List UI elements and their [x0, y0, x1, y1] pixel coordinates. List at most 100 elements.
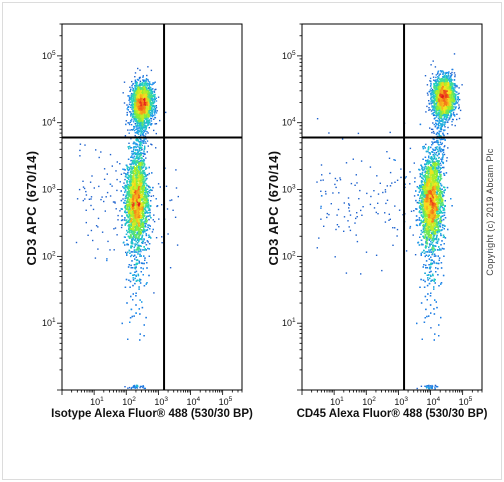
event-dot	[145, 195, 147, 197]
event-dot	[155, 106, 158, 109]
event-dot	[137, 96, 139, 99]
event-dot	[132, 243, 134, 245]
event-dot	[136, 82, 138, 84]
event-dot	[139, 92, 142, 95]
event-dot	[142, 229, 144, 231]
event-dot	[127, 173, 129, 175]
event-dot	[152, 105, 154, 107]
event-dot	[135, 256, 137, 258]
event-dot	[134, 80, 137, 82]
event-dot	[131, 80, 133, 83]
event-dot	[131, 229, 134, 232]
event-dot	[133, 233, 135, 235]
event-dot	[137, 92, 139, 95]
event-dot	[148, 91, 150, 94]
event-dot	[134, 87, 136, 89]
event-dot	[128, 99, 130, 101]
event-dot	[131, 245, 133, 247]
event-dot	[154, 107, 156, 109]
event-dot	[144, 97, 146, 100]
event-dot	[120, 199, 123, 202]
event-dot	[119, 181, 121, 183]
event-dot	[129, 106, 132, 109]
event-dot	[149, 225, 151, 227]
event-dot	[147, 95, 149, 98]
event-dot	[128, 111, 131, 113]
event-dot	[146, 124, 149, 126]
event-dot	[145, 104, 147, 106]
event-dot	[142, 91, 144, 94]
event-dot	[150, 124, 152, 126]
event-dot	[146, 104, 148, 106]
event-dot	[140, 97, 142, 99]
event-dot	[129, 180, 131, 182]
event-dot	[144, 84, 146, 86]
event-dot	[128, 96, 131, 99]
event-dot	[153, 82, 155, 84]
event-dot	[147, 93, 149, 95]
event-dot	[137, 79, 140, 81]
event-dot	[145, 90, 148, 92]
event-dot	[138, 95, 140, 97]
event-dot	[149, 115, 152, 117]
event-dot	[133, 92, 135, 95]
event-dot	[125, 186, 127, 188]
event-dot	[147, 108, 150, 111]
event-dot	[144, 122, 146, 125]
event-dot	[134, 149, 137, 152]
event-dot	[133, 119, 135, 121]
event-dot	[153, 106, 156, 108]
event-dot	[141, 89, 144, 92]
event-dot	[141, 86, 144, 89]
event-dot	[150, 99, 152, 101]
event-dot	[151, 112, 153, 114]
event-dot	[138, 155, 141, 158]
event-dot	[143, 87, 146, 89]
event-dot	[141, 170, 143, 173]
event-dot	[133, 148, 135, 151]
event-dot	[127, 184, 130, 186]
event-dot	[149, 104, 151, 106]
event-dot	[145, 209, 147, 211]
event-dot	[145, 122, 148, 124]
event-dot	[153, 118, 155, 120]
event-dot	[151, 100, 154, 102]
event-dot	[144, 92, 146, 95]
event-dot	[146, 107, 148, 109]
event-dot	[149, 117, 152, 120]
event-dot	[155, 112, 158, 114]
event-dot	[141, 117, 143, 120]
event-dot	[132, 89, 135, 91]
event-dot	[149, 100, 151, 102]
event-dot	[129, 206, 131, 208]
event-dot	[141, 94, 144, 96]
event-dot	[142, 123, 144, 126]
event-dot	[134, 282, 136, 285]
event-dot	[135, 295, 137, 297]
event-dot	[147, 100, 149, 102]
event-dot	[130, 120, 133, 122]
event-dot	[151, 103, 153, 105]
event-dot	[133, 110, 135, 112]
event-dots	[75, 66, 179, 390]
event-dot	[142, 84, 144, 86]
event-dot	[127, 231, 129, 234]
event-dot	[136, 120, 138, 123]
event-dot	[135, 102, 137, 104]
event-dot	[139, 123, 141, 125]
event-dot	[128, 98, 131, 100]
event-dot	[123, 102, 126, 104]
event-dot	[129, 252, 131, 254]
event-dot	[150, 93, 153, 96]
event-dot	[149, 109, 151, 112]
event-dot	[137, 116, 139, 118]
event-dot	[127, 105, 130, 108]
event-dot	[145, 116, 147, 118]
event-dot	[122, 92, 124, 94]
event-dot	[148, 111, 151, 113]
event-dot	[148, 108, 151, 110]
event-dot	[134, 152, 137, 154]
event-dot	[131, 108, 133, 110]
event-dot	[139, 282, 142, 284]
event-dot	[148, 120, 150, 122]
